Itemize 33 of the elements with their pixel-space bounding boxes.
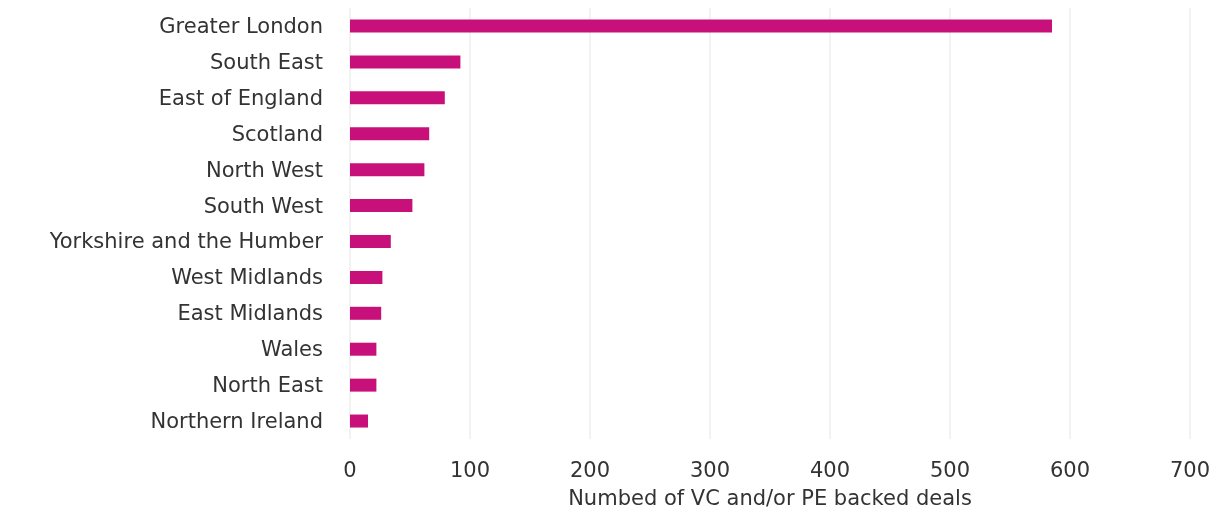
x-tick-label: 700: [1169, 457, 1211, 482]
bar: [350, 199, 413, 213]
bar: [350, 127, 430, 141]
y-tick-label: Yorkshire and the Humber: [48, 229, 324, 254]
bar: [350, 91, 445, 105]
y-tick-label: East of England: [158, 85, 323, 110]
x-tick-label: 200: [569, 457, 611, 482]
y-tick-label: West Midlands: [171, 265, 323, 290]
y-tick-label: South West: [203, 193, 323, 218]
y-tick-label: East Midlands: [177, 301, 323, 326]
bar: [350, 378, 377, 392]
x-tick-label: 100: [449, 457, 491, 482]
y-tick-label: Northern Ireland: [150, 409, 323, 434]
bar: [350, 270, 383, 284]
y-tick-label: North East: [212, 373, 323, 398]
x-tick-label: 400: [809, 457, 851, 482]
y-tick-label: Scotland: [231, 121, 323, 146]
y-tick-label: North West: [205, 157, 323, 182]
bar: [350, 234, 391, 248]
y-tick-label: Greater London: [159, 13, 323, 38]
y-tick-label: South East: [209, 49, 323, 74]
bar: [350, 19, 1052, 33]
x-tick-label: 500: [929, 457, 971, 482]
x-tick-label: 600: [1049, 457, 1091, 482]
y-tick-label: Wales: [261, 337, 323, 362]
bar: [350, 342, 377, 356]
x-tick-label: 0: [343, 457, 357, 482]
x-axis-title: Numbed of VC and/or PE backed deals: [568, 485, 972, 510]
bar: [350, 163, 425, 177]
bar: [350, 306, 382, 320]
bar: [350, 414, 368, 428]
bar: [350, 55, 461, 69]
x-tick-label: 300: [689, 457, 731, 482]
